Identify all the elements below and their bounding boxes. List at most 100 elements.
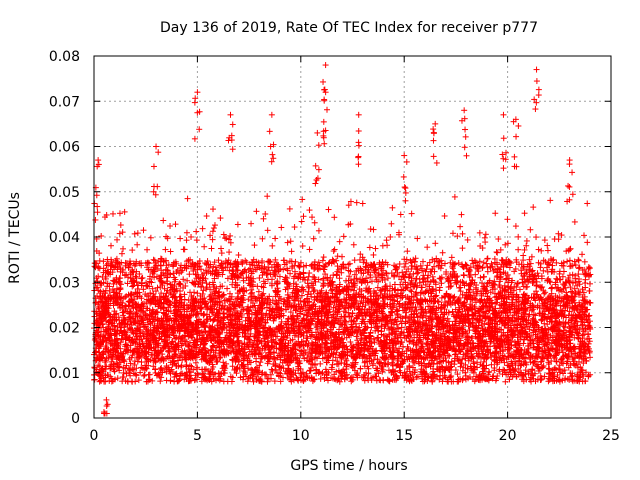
data-point [116,210,123,217]
data-point [92,216,99,223]
data-point [264,378,271,385]
data-point [397,211,404,218]
data-point [185,365,192,372]
data-point [296,263,303,270]
data-point [117,222,124,229]
data-point [184,195,191,202]
data-point [229,363,236,370]
data-point [167,222,174,229]
data-point [251,242,258,249]
data-point [523,242,530,249]
data-point [320,283,327,290]
data-point [330,248,337,255]
data-point [430,285,437,292]
data-point [248,220,255,227]
data-point [209,236,216,243]
data-point [211,259,218,266]
data-point [480,274,487,281]
data-point [121,208,128,215]
data-point [432,240,439,247]
data-point [414,235,421,242]
data-point [163,290,170,297]
data-point [211,222,218,229]
data-point [224,275,231,282]
data-point [366,244,373,251]
data-point [150,256,157,263]
data-point [502,241,509,248]
data-point [226,249,233,256]
data-point [402,260,409,267]
data-point [516,286,523,293]
data-point [311,219,318,226]
data-point [262,210,269,217]
data-point [484,255,491,262]
data-point [523,237,530,244]
data-point [541,290,548,297]
data-point [538,358,545,365]
data-point [466,327,473,334]
data-point [299,243,306,250]
data-point [334,253,341,260]
data-point [451,193,458,200]
data-point [235,252,242,259]
data-point [120,245,127,252]
data-point [385,377,392,384]
data-point [309,214,316,221]
data-point [338,253,345,260]
data-point [331,246,338,253]
data-point [454,233,461,240]
data-point [303,262,310,269]
data-point [167,377,174,384]
data-point [480,259,487,266]
data-point [586,265,593,272]
data-point [209,228,216,235]
data-point [512,368,519,375]
data-point [555,230,562,237]
data-point [476,229,483,236]
data-point [347,338,354,345]
data-point [439,249,446,256]
data-point [210,225,217,232]
data-point [119,378,126,385]
data-point [194,290,201,297]
data-point [414,270,421,277]
data-point [414,373,421,380]
data-point [288,248,295,255]
data-point [134,241,141,248]
data-point [488,361,495,368]
data-point [286,205,293,212]
data-point [134,230,141,237]
data-point [119,229,126,236]
data-point [370,251,377,258]
data-point [566,272,573,279]
data-point [257,359,264,366]
data-point [133,365,140,372]
data-point [389,204,396,211]
data-point [538,247,545,254]
data-point [572,262,579,269]
data-point [140,372,147,379]
data-point [98,232,105,239]
data-point [549,284,556,291]
data-point [494,249,501,256]
data-point [424,244,431,251]
data-point [374,284,381,291]
data-point [210,206,217,213]
data-point [383,237,390,244]
data-point [438,294,445,301]
data-point [114,236,121,243]
data-point [183,237,190,244]
data-point [138,359,145,366]
data-point [353,199,360,206]
data-point [408,210,415,217]
data-point [129,247,136,254]
data-point [284,239,291,246]
data-point [140,227,147,234]
data-point [116,275,123,282]
data-point [488,260,495,267]
data-point [504,240,511,247]
data-point [512,223,519,230]
data-point [92,264,99,271]
data-point [264,193,271,200]
data-point [579,251,586,258]
